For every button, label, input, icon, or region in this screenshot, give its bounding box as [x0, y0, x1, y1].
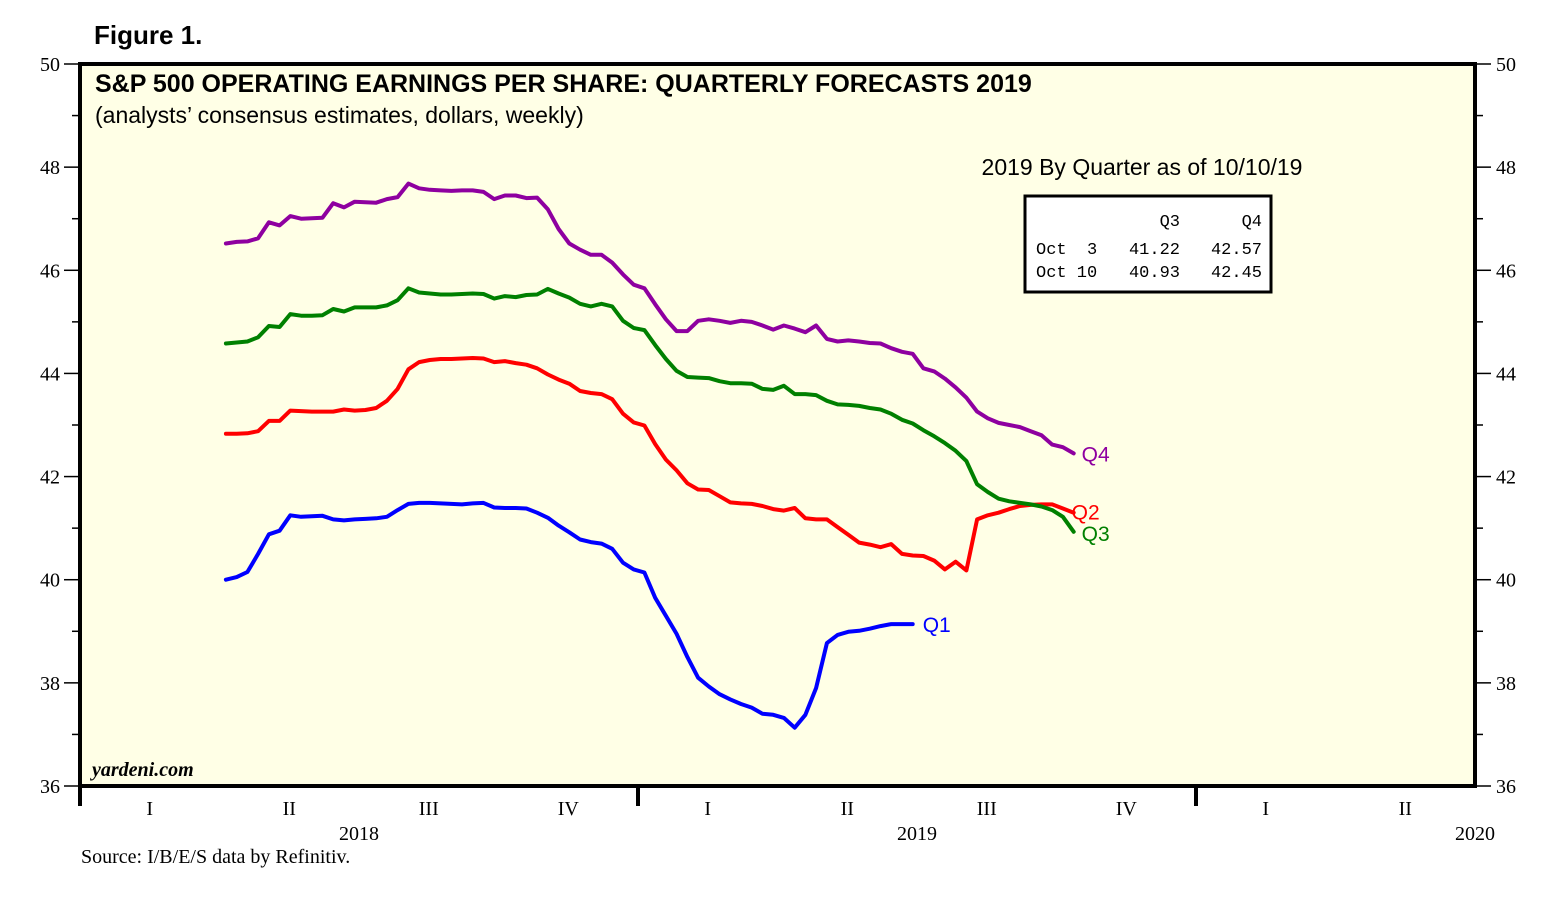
x-year-label: 2019 [897, 823, 937, 845]
source-note: Source: I/B/E/S data by Refinitiv. [81, 846, 351, 868]
x-quarter-label: II [1399, 798, 1412, 820]
y-tick-label-right: 42 [1496, 467, 1516, 489]
y-tick-label-right: 40 [1496, 570, 1516, 592]
y-tick-label-right: 44 [1496, 363, 1516, 385]
chart-subtitle: (analysts’ consensus estimates, dollars,… [95, 102, 584, 128]
y-tick-label-left: 42 [40, 467, 60, 489]
x-quarter-label: I [146, 798, 153, 820]
x-quarter-label: I [1262, 798, 1269, 820]
y-axis-left: 36 38 40 42 44 46 48 50 [40, 54, 80, 798]
y-tick-label-left: 46 [40, 260, 60, 282]
figure-label: Figure 1. [94, 20, 203, 50]
x-quarter-label: IV [1116, 798, 1138, 820]
plot-area [80, 64, 1475, 786]
series-label-q1: Q1 [923, 614, 951, 637]
inset-row-label: Oct 3 [1036, 241, 1097, 260]
series-line-q4 [223, 181, 1076, 456]
inset-cell: 41.22 [1129, 241, 1180, 260]
y-axis-right: 36 38 40 42 44 46 48 50 [1475, 54, 1516, 798]
inset-row-label: Oct 10 [1036, 264, 1097, 283]
series-lines [223, 181, 1076, 730]
series-label-q2: Q2 [1072, 502, 1100, 525]
inset-cell: 40.93 [1129, 264, 1180, 283]
y-tick-label-left: 38 [40, 673, 60, 695]
x-quarter-label: III [977, 798, 997, 820]
y-tick-label-right: 48 [1496, 157, 1516, 179]
y-tick-label-right: 50 [1496, 54, 1516, 76]
inset-table: Q3 Q4 Oct 3 41.22 42.57 Oct 10 40.93 42.45 [1036, 213, 1262, 283]
inset-cell: 42.45 [1211, 264, 1262, 283]
x-quarter-label: I [704, 798, 711, 820]
x-quarter-label: II [283, 798, 296, 820]
inset-heading: 2019 By Quarter as of 10/10/19 [982, 154, 1303, 180]
y-tick-label-left: 48 [40, 157, 60, 179]
inset-col-header: Q3 [1160, 213, 1180, 232]
inset-cell: 42.57 [1211, 241, 1262, 260]
x-quarter-label: III [419, 798, 439, 820]
series-line-q1 [223, 500, 915, 730]
series-line-q3 [223, 286, 1076, 534]
x-year-label: 2018 [339, 823, 379, 845]
x-year-label: 2020 [1455, 823, 1495, 845]
plot-frame [78, 62, 1477, 788]
y-tick-label-right: 36 [1496, 776, 1516, 798]
y-tick-label-right: 46 [1496, 260, 1516, 282]
y-tick-label-left: 40 [40, 570, 60, 592]
inset-col-header: Q4 [1242, 213, 1262, 232]
y-tick-label-right: 38 [1496, 673, 1516, 695]
series-label-q3: Q3 [1082, 523, 1110, 546]
inset-table-box [1023, 194, 1273, 294]
y-tick-label-left: 50 [40, 54, 60, 76]
x-quarter-label: II [841, 798, 854, 820]
chart-title: S&P 500 OPERATING EARNINGS PER SHARE: QU… [95, 70, 1032, 98]
series-line-q2 [223, 356, 1076, 573]
watermark: yardeni.com [90, 759, 194, 781]
series-label-q4: Q4 [1082, 443, 1110, 466]
y-tick-label-left: 36 [40, 776, 60, 798]
x-quarter-label: IV [558, 798, 580, 820]
y-tick-label-left: 44 [40, 363, 60, 385]
